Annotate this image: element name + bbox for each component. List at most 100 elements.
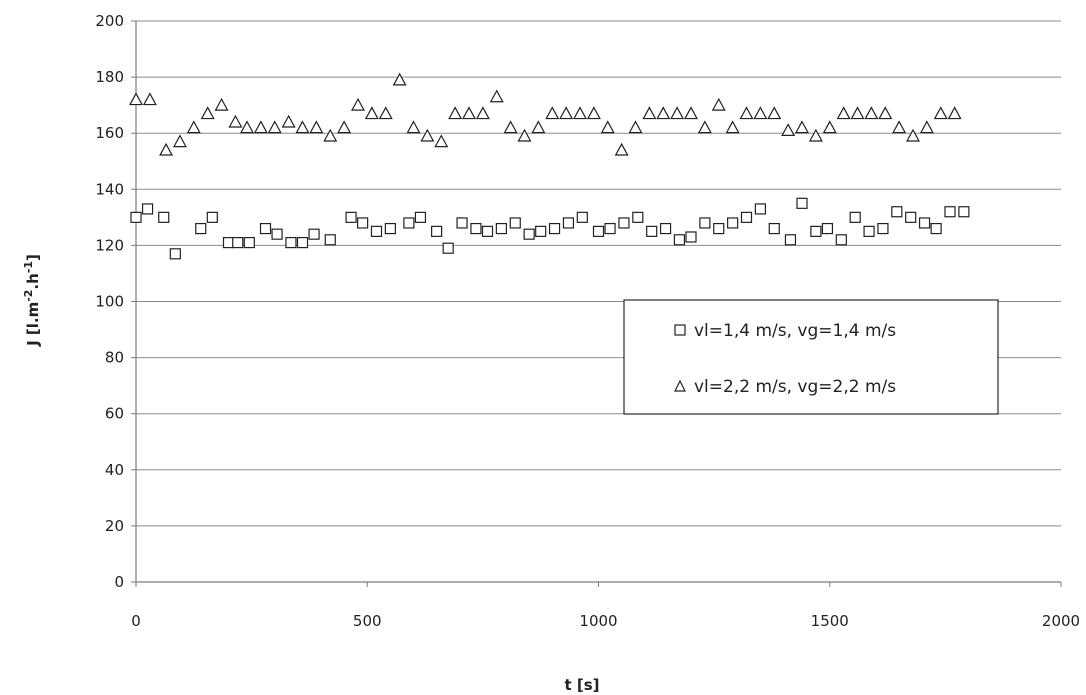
data-point-square — [659, 222, 672, 235]
data-point-triangle — [228, 114, 243, 128]
data-point-triangle — [545, 106, 560, 120]
y-axis-title-sup-1: -2 — [22, 290, 35, 302]
data-point-square — [523, 228, 535, 240]
y-tick-label-120: 120 — [95, 236, 124, 254]
data-point-triangle — [448, 106, 463, 120]
data-point-square — [604, 222, 616, 235]
data-point-triangle — [295, 120, 310, 134]
data-point-square — [768, 222, 780, 235]
data-point-triangle — [392, 72, 407, 86]
data-point-triangle — [253, 120, 268, 134]
data-point-square — [618, 217, 630, 229]
data-point-square — [699, 217, 711, 229]
data-point-square — [891, 206, 903, 218]
data-point-triangle — [614, 142, 629, 156]
data-point-square — [481, 225, 494, 237]
data-point-square — [442, 242, 454, 254]
y-axis-title-part-a: J [l.m — [24, 302, 42, 347]
data-series — [128, 72, 970, 260]
data-point-square — [576, 211, 588, 223]
data-point-triangle — [947, 106, 962, 120]
x-tick-label-500: 500 — [353, 612, 382, 630]
data-point-triangle — [600, 120, 615, 134]
data-point-triangle — [200, 106, 215, 120]
data-point-triangle — [822, 120, 837, 134]
data-point-triangle — [670, 106, 685, 120]
data-point-triangle — [572, 106, 588, 120]
data-point-square — [414, 211, 427, 223]
data-point-triangle — [337, 120, 352, 134]
data-point-square — [495, 222, 507, 235]
data-point-triangle — [172, 134, 187, 148]
data-point-triangle — [214, 97, 229, 111]
data-point-square — [918, 217, 931, 229]
data-point-triangle — [850, 106, 865, 120]
data-point-triangle — [753, 106, 768, 120]
data-point-triangle — [461, 106, 477, 120]
data-point-square — [509, 217, 521, 229]
y-axis-title-sup-2: -1 — [22, 261, 35, 273]
data-point-triangle — [781, 123, 796, 136]
data-point-square — [169, 248, 181, 260]
data-point-square — [259, 222, 272, 235]
data-point-square — [285, 236, 297, 249]
data-point-square — [271, 228, 283, 240]
data-point-square — [431, 225, 443, 237]
data-point-triangle — [836, 106, 851, 120]
y-tick-label-60: 60 — [105, 405, 124, 423]
data-point-triangle — [309, 120, 324, 134]
legend: vl=1,4 m/s, vg=1,4 m/s vl=2,2 m/s, vg=2,… — [623, 299, 999, 415]
data-point-triangle — [142, 92, 157, 106]
data-point-square — [562, 217, 575, 229]
data-point-triangle — [767, 106, 782, 120]
data-point-triangle — [559, 106, 574, 120]
data-point-square — [863, 225, 875, 237]
data-point-square — [727, 217, 739, 229]
data-point-triangle — [892, 120, 907, 134]
data-point-square — [403, 217, 415, 229]
data-point-triangle — [919, 120, 934, 134]
data-point-triangle — [739, 106, 754, 120]
data-point-triangle — [517, 128, 532, 142]
data-point-square — [370, 225, 383, 237]
data-point-square — [930, 222, 942, 235]
legend-square-marker — [674, 324, 686, 336]
axes — [131, 20, 1062, 587]
data-point-triangle — [794, 120, 810, 134]
y-tick-label-20: 20 — [105, 517, 124, 535]
data-point-square — [877, 222, 889, 235]
data-point-triangle — [503, 120, 518, 134]
data-point-triangle — [128, 92, 144, 106]
data-point-triangle — [406, 120, 421, 134]
data-point-square — [958, 206, 970, 218]
data-point-square — [141, 203, 154, 215]
data-point-triangle — [239, 120, 255, 134]
data-point-triangle — [725, 120, 740, 134]
data-point-square — [821, 222, 834, 235]
data-point-triangle — [323, 128, 338, 142]
data-point-triangle — [905, 128, 921, 142]
legend-label-series-2: vl=2,2 m/s, vg=2,2 m/s — [694, 377, 896, 397]
y-axis-title-part-c: ] — [24, 254, 42, 261]
data-point-square — [905, 211, 917, 223]
data-point-triangle — [933, 106, 948, 120]
y-tick-label-200: 200 — [95, 12, 124, 30]
data-point-triangle — [420, 128, 435, 142]
x-tick-label-2000: 2000 — [1042, 612, 1080, 630]
y-tick-label-0: 0 — [114, 573, 124, 591]
data-point-square — [673, 234, 686, 246]
data-point-triangle — [434, 134, 449, 148]
y-axis-title: J [l.m-2.h-1] — [22, 254, 43, 347]
data-point-triangle — [186, 120, 201, 134]
data-point-square — [810, 225, 822, 237]
data-point-square — [130, 211, 142, 223]
data-point-square — [243, 236, 255, 249]
data-point-square — [944, 206, 956, 218]
data-point-square — [713, 222, 725, 235]
data-point-square — [835, 234, 847, 246]
data-point-square — [357, 217, 369, 229]
y-axis-title-part-b: .h — [24, 273, 42, 289]
data-point-square — [345, 211, 357, 223]
